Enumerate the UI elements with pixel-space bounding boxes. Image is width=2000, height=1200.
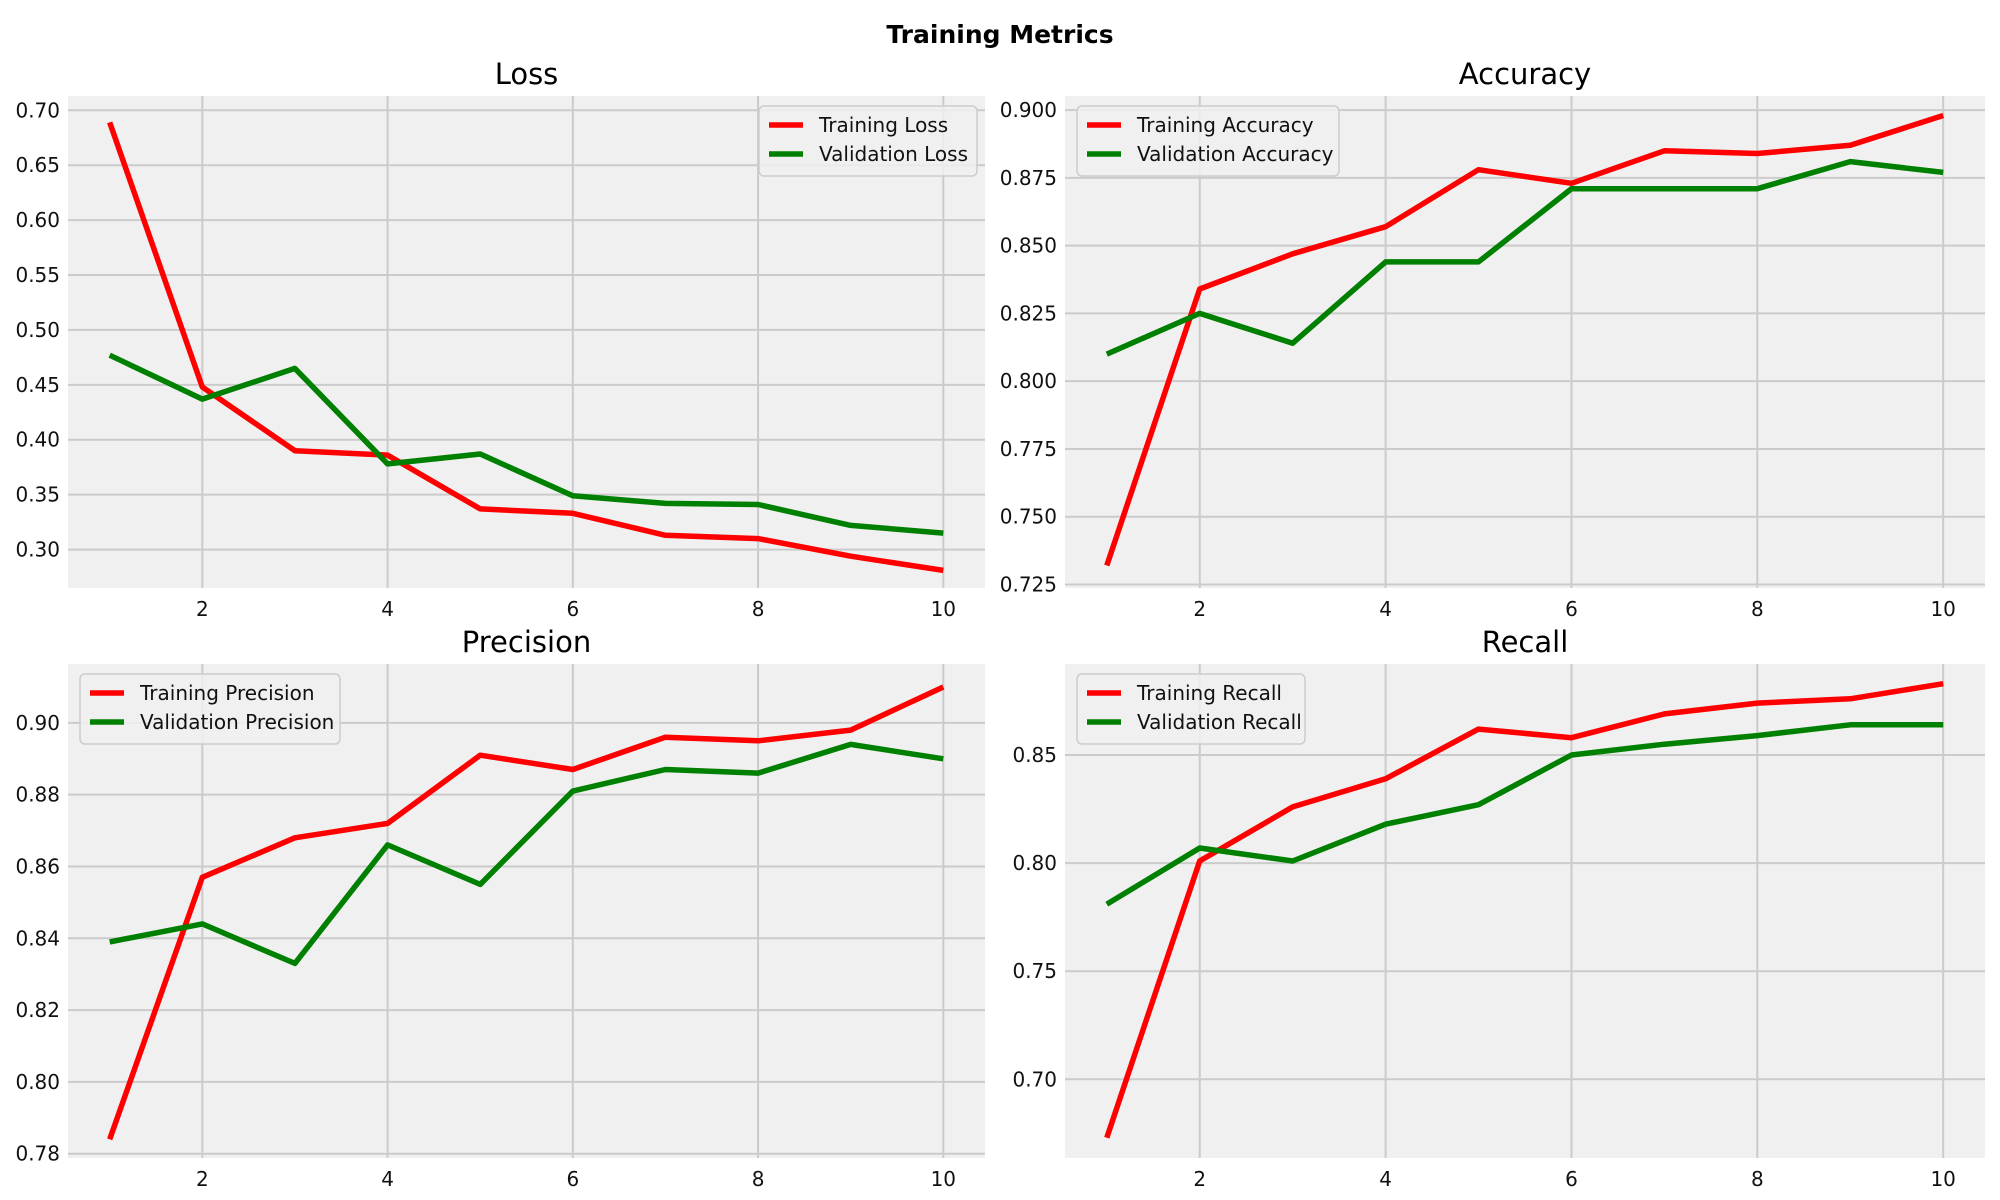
loss-x-tick-label: 2: [196, 597, 209, 621]
validation-loss-line: [108, 352, 944, 536]
precision-y-tick-label: 0.84: [15, 926, 60, 950]
loss-legend: Training Loss Validation Loss: [758, 105, 978, 177]
loss-x-tick-label: 6: [566, 597, 579, 621]
precision-y-tick-label: 0.80: [15, 1070, 60, 1094]
precision-y-tick-label: 0.86: [15, 854, 60, 878]
accuracy-legend: Training Accuracy Validation Accuracy: [1076, 105, 1340, 177]
recall-x-tick-label: 2: [1193, 1167, 1206, 1191]
accuracy-y-tick-label: 0.825: [1000, 301, 1057, 325]
recall-legend-box: [1076, 673, 1306, 745]
loss-x-tick-label: 10: [931, 597, 956, 621]
loss-y-tick-label: 0.35: [15, 483, 60, 507]
accuracy-y-tick-label: 0.850: [1000, 234, 1057, 258]
recall-plot-area: [1065, 664, 1985, 1158]
loss-y-tick-label: 0.45: [15, 373, 60, 397]
precision-x-tick-label: 8: [752, 1167, 765, 1191]
precision-plot-area: [68, 664, 985, 1158]
recall-y-tick-label: 0.80: [1012, 851, 1057, 875]
validation-accuracy-legend-label: Validation Accuracy: [1137, 142, 1334, 166]
precision-legend-box: [79, 673, 341, 745]
loss-y-tick-label: 0.55: [15, 263, 60, 287]
accuracy-x-tick-label: 8: [1751, 597, 1764, 621]
loss-x-tick-label: 8: [752, 597, 765, 621]
precision-chart-title: Precision: [462, 625, 591, 659]
precision-x-tick-label: 4: [381, 1167, 394, 1191]
precision-y-tick-label: 0.82: [15, 998, 60, 1022]
accuracy-legend-box: [1076, 105, 1340, 177]
accuracy-y-tick-label: 0.775: [1000, 437, 1057, 461]
accuracy-y-tick-label: 0.800: [1000, 369, 1057, 393]
recall-x-tick-label: 6: [1565, 1167, 1578, 1191]
validation-precision-legend-label: Validation Precision: [140, 710, 334, 734]
accuracy-y-tick-label: 0.900: [1000, 98, 1057, 122]
accuracy-chart: Accuracy 2 4 6 8 10 0.725 0.750 0.775 0.800 0.825 0…: [1000, 57, 1985, 621]
loss-chart-title: Loss: [495, 57, 559, 91]
recall-legend: Training Recall Validation Recall: [1076, 673, 1306, 745]
recall-chart: Recall 2 4 6 8 10 0.70 0.75 0.80 0.85 Training Rec…: [1012, 625, 1985, 1191]
precision-x-tick-label: 10: [931, 1167, 956, 1191]
validation-loss-legend-label: Validation Loss: [819, 142, 968, 166]
validation-recall-line: [1105, 722, 1944, 907]
accuracy-y-tick-label: 0.750: [1000, 505, 1057, 529]
precision-x-tick-label: 6: [566, 1167, 579, 1191]
recall-y-tick-label: 0.70: [1012, 1067, 1057, 1091]
loss-x-tick-label: 4: [381, 597, 394, 621]
recall-chart-title: Recall: [1482, 625, 1569, 659]
training-precision-line: [107, 684, 945, 1141]
training-accuracy-line: [1104, 112, 1945, 567]
training-accuracy-legend-label: Training Accuracy: [1136, 113, 1314, 137]
validation-recall-legend-label: Validation Recall: [1137, 710, 1302, 734]
training-loss-line: [107, 121, 944, 574]
training-loss-legend-label: Training Loss: [818, 113, 948, 137]
accuracy-x-tick-label: 6: [1565, 597, 1578, 621]
accuracy-x-tick-label: 2: [1193, 597, 1206, 621]
accuracy-y-tick-label: 0.875: [1000, 166, 1057, 190]
training-precision-legend-label: Training Precision: [139, 681, 315, 705]
loss-y-tick-label: 0.40: [15, 428, 60, 452]
precision-legend: Training Precision Validation Precision: [79, 673, 341, 745]
recall-x-tick-label: 8: [1751, 1167, 1764, 1191]
accuracy-chart-title: Accuracy: [1459, 57, 1591, 91]
loss-y-tick-label: 0.30: [15, 538, 60, 562]
training-recall-line: [1104, 680, 1944, 1139]
precision-x-tick-label: 2: [196, 1167, 209, 1191]
accuracy-x-tick-label: 4: [1379, 597, 1392, 621]
loss-legend-box: [758, 105, 978, 177]
accuracy-x-tick-label: 10: [1930, 597, 1955, 621]
figure-title: Training Metrics: [886, 20, 1113, 49]
loss-y-tick-label: 0.60: [15, 208, 60, 232]
loss-y-tick-label: 0.70: [15, 98, 60, 122]
loss-plot-area: [68, 96, 985, 588]
recall-x-tick-label: 10: [1930, 1167, 1955, 1191]
chart-panels: Loss 2 4 6 8 10 0.30 0.35 0.40 0.45 0.50 0.55 0.60 0.…: [15, 57, 1985, 1191]
precision-chart: Precision 2 4 6 8 10 0.78 0.80 0.82 0.84 0.86 0.88 0…: [15, 625, 985, 1191]
loss-y-tick-label: 0.65: [15, 153, 60, 177]
recall-y-tick-label: 0.75: [1012, 959, 1057, 983]
accuracy-y-tick-label: 0.725: [1000, 572, 1057, 596]
training-recall-legend-label: Training Recall: [1136, 681, 1282, 705]
loss-y-tick-label: 0.50: [15, 318, 60, 342]
validation-precision-line: [109, 741, 944, 967]
precision-y-tick-label: 0.78: [15, 1142, 60, 1166]
recall-y-tick-label: 0.85: [1012, 743, 1057, 767]
validation-accuracy-line: [1105, 158, 1944, 357]
precision-y-tick-label: 0.90: [15, 711, 60, 735]
recall-x-tick-label: 4: [1379, 1167, 1392, 1191]
precision-y-tick-label: 0.88: [15, 783, 60, 807]
loss-chart: Loss 2 4 6 8 10 0.30 0.35 0.40 0.45 0.50 0.55 0.60 0.…: [15, 57, 985, 621]
